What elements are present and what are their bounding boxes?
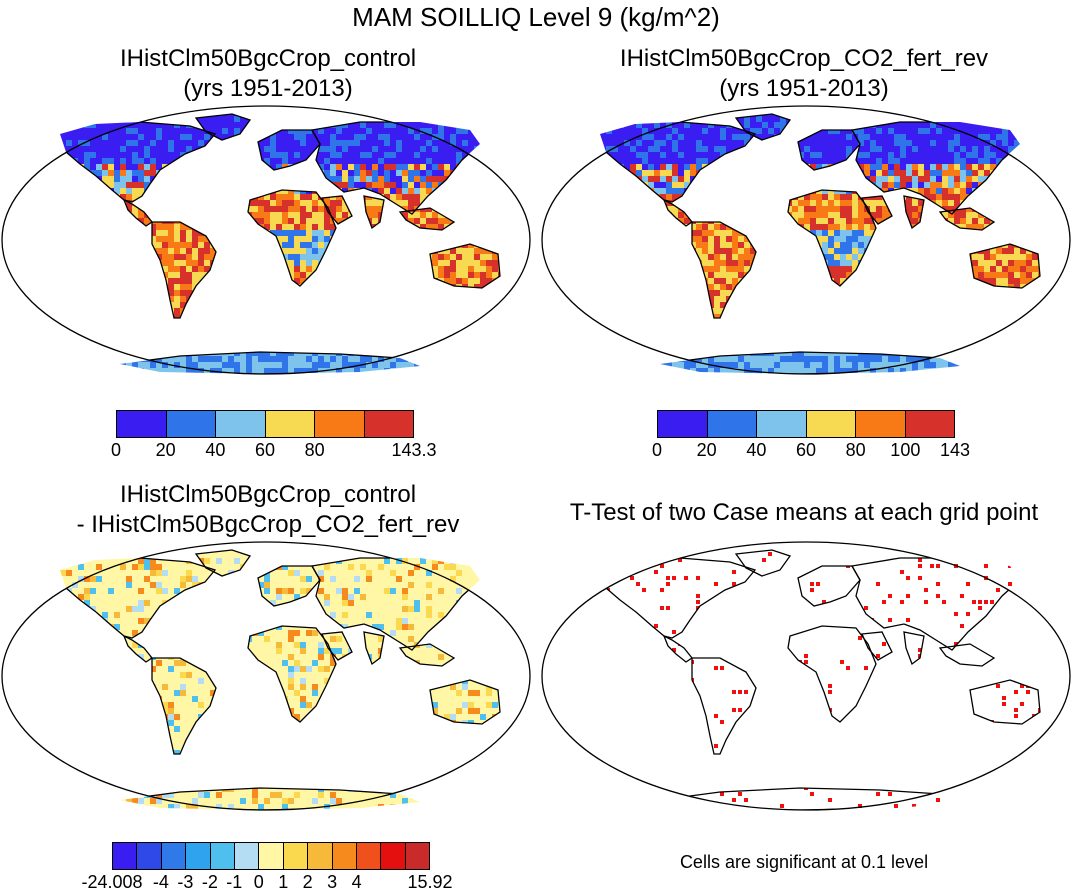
colorbar-swatch [162,843,186,869]
colorbar-swatch [259,843,283,869]
map-ttest [540,540,1072,812]
colorbar-tick-label: 20 [697,440,717,461]
colorbar-swatch [807,411,857,437]
colorbar-swatch [381,843,405,869]
colorbar-tick-label: 15.92 [407,872,452,893]
figure-title: MAM SOILLIQ Level 9 (kg/m^2) [0,2,1072,33]
colorbar-tick-label: -3 [177,872,193,893]
panel-co2-title: IHistClm50BgcCrop_CO2_fert_rev (yrs 1951… [536,44,1072,104]
panel-control-title-line2: (yrs 1951-2013) [0,74,536,104]
colorbar-tick-label: -24.008 [81,872,142,893]
colorbar-tick-label: 20 [156,440,176,461]
panel-difference-title-line1: IHistClm50BgcCrop_control [0,480,536,510]
colorbar-swatch [216,411,266,437]
colorbar-tick-label: 80 [846,440,866,461]
panel-control-title: IHistClm50BgcCrop_control (yrs 1951-2013… [0,44,536,104]
colorbar-swatch [186,843,210,869]
colorbar-tick-label: 143 [940,440,970,461]
colorbar-tick-label: 80 [305,440,325,461]
colorbar-swatch [658,411,708,437]
significance-note: Cells are significant at 0.1 level [536,852,1072,873]
colorbar-tick-label: 100 [890,440,920,461]
colorbar-swatch [235,843,259,869]
colorbar-co2-fert-rev [657,410,955,438]
colorbar-tick-label: 40 [205,440,225,461]
colorbar-tick-label: 1 [278,872,288,893]
map-control [0,104,532,376]
colorbar-swatch [137,843,161,869]
map-co2-fert-rev [540,104,1072,376]
colorbar-swatch [266,411,316,437]
colorbar-swatch [315,411,365,437]
colorbar-tick-label: 0 [111,440,121,461]
colorbar-tick-label: 60 [255,440,275,461]
colorbar-swatch [357,843,381,869]
colorbar-tick-label: 2 [303,872,313,893]
colorbar-swatch [406,843,429,869]
panel-difference-title: IHistClm50BgcCrop_control - IHistClm50Bg… [0,480,536,540]
colorbar-swatch [117,411,167,437]
colorbar-tick-label: -1 [226,872,242,893]
panel-control-title-line1: IHistClm50BgcCrop_control [0,44,536,74]
colorbar-swatch [906,411,955,437]
colorbar-swatch [113,843,137,869]
panel-co2-title-line2: (yrs 1951-2013) [536,74,1072,104]
colorbar-swatch [167,411,217,437]
colorbar-tick-label: 40 [746,440,766,461]
panel-ttest-title: T-Test of two Case means at each grid po… [536,498,1072,528]
colorbar-tick-label: 4 [352,872,362,893]
panel-co2-title-line1: IHistClm50BgcCrop_CO2_fert_rev [536,44,1072,74]
colorbar-difference [112,842,430,870]
colorbar-swatch [308,843,332,869]
colorbar-tick-label: 3 [327,872,337,893]
colorbar-tick-label: 143.3 [391,440,436,461]
map-difference [0,540,532,812]
colorbar-swatch [856,411,906,437]
colorbar-tick-label: -4 [153,872,169,893]
colorbar-swatch [284,843,308,869]
colorbar-tick-label: 60 [796,440,816,461]
colorbar-tick-label: 0 [652,440,662,461]
colorbar-tick-label: -2 [202,872,218,893]
panel-ttest-title-line1: T-Test of two Case means at each grid po… [536,498,1072,528]
colorbar-swatch [708,411,758,437]
colorbar-swatch [365,411,414,437]
colorbar-tick-label: 0 [254,872,264,893]
colorbar-swatch [757,411,807,437]
colorbar-control [116,410,414,438]
colorbar-swatch [333,843,357,869]
colorbar-swatch [211,843,235,869]
panel-difference-title-line2: - IHistClm50BgcCrop_CO2_fert_rev [0,510,536,540]
